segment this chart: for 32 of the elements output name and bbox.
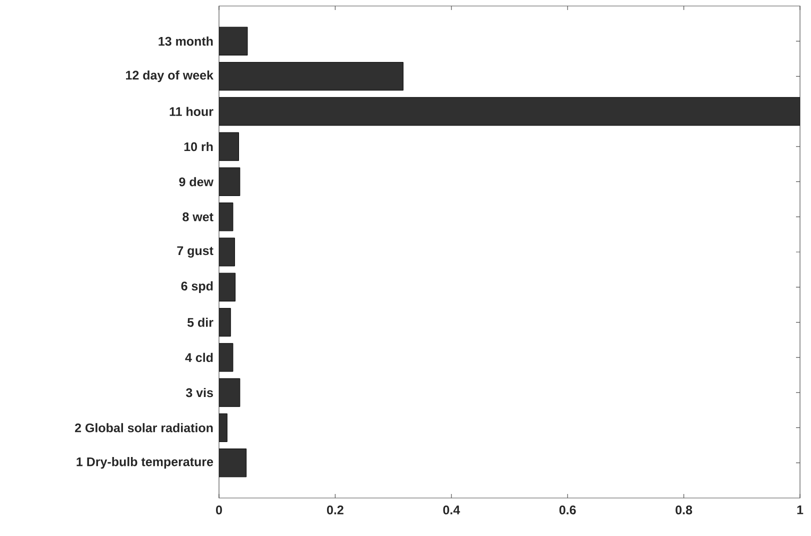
x-tick-label: 0 xyxy=(216,506,222,514)
x-tick-label: 0.8 xyxy=(676,506,692,514)
x-tick-label: 0.6 xyxy=(559,506,576,514)
y-tick-label: 8 wet xyxy=(182,212,214,222)
y-tick-label: 3 vis xyxy=(186,388,213,398)
bar xyxy=(219,26,248,56)
bar xyxy=(219,238,235,266)
y-tick-label: 9 dew xyxy=(179,177,214,186)
y-tick-label: 5 dir xyxy=(187,318,214,327)
y-tick-label: 4 cld xyxy=(185,352,213,362)
bar xyxy=(219,62,404,91)
y-tick-label: 10 rh xyxy=(184,142,213,152)
y-tick-label: 13 month xyxy=(158,36,213,46)
bar xyxy=(219,343,233,372)
bar xyxy=(219,448,247,478)
y-tick-label: 2 Global solar radiation xyxy=(74,423,213,432)
x-tick-label: 0.2 xyxy=(327,506,344,514)
x-tick-label: 0.4 xyxy=(443,506,460,514)
bar xyxy=(219,132,240,161)
bar xyxy=(219,414,228,442)
y-tick-label: 1 Dry-bulb temperature xyxy=(76,457,214,469)
y-tick-label: 12 day of week xyxy=(126,70,214,82)
bar xyxy=(219,97,800,126)
bar xyxy=(219,308,231,336)
bar xyxy=(219,378,240,407)
bar xyxy=(219,167,240,196)
y-tick-label: 11 hour xyxy=(170,106,214,116)
y-tick-label: 7 gust xyxy=(177,246,214,258)
bar xyxy=(219,202,233,231)
y-tick-label: 6 spd xyxy=(181,281,213,293)
bar xyxy=(219,272,236,302)
x-tick-label: 1 xyxy=(797,506,804,514)
